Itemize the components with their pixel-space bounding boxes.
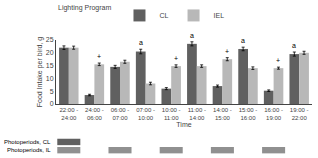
svg-text:+: + bbox=[97, 53, 101, 60]
svg-text:Photoperiods, IL: Photoperiods, IL bbox=[7, 147, 51, 153]
svg-text:06:00 -07:00: 06:00 -07:00 bbox=[111, 107, 130, 121]
svg-text:+: + bbox=[174, 55, 178, 62]
svg-text:Photoperiods, CL: Photoperiods, CL bbox=[4, 139, 51, 145]
svg-text:14:00 -15:00: 14:00 -15:00 bbox=[213, 107, 232, 121]
svg-text:11:00 -14:00: 11:00 -14:00 bbox=[188, 107, 206, 121]
svg-text:07:00 -10:00: 07:00 -10:00 bbox=[136, 107, 155, 121]
svg-text:10:00 -11:00: 10:00 -11:00 bbox=[162, 107, 181, 121]
svg-text:Lighting Program: Lighting Program bbox=[58, 4, 111, 12]
svg-text:0: 0 bbox=[50, 100, 54, 107]
svg-text:15:00 -16:00: 15:00 -16:00 bbox=[239, 107, 258, 121]
svg-text:22:00 -24:00: 22:00 -24:00 bbox=[59, 107, 78, 121]
svg-text:a: a bbox=[190, 32, 194, 39]
svg-text:20: 20 bbox=[46, 49, 54, 56]
svg-text:25: 25 bbox=[46, 36, 54, 43]
svg-text:Time: Time bbox=[176, 121, 191, 128]
svg-text:a: a bbox=[292, 42, 296, 49]
svg-text:Food Intake per bird, g: Food Intake per bird, g bbox=[36, 37, 44, 108]
svg-text:+: + bbox=[225, 48, 229, 55]
svg-text:19:00 -22:00: 19:00 -22:00 bbox=[290, 107, 309, 121]
svg-text:15: 15 bbox=[46, 62, 54, 69]
svg-text:CL: CL bbox=[159, 12, 168, 19]
svg-text:+: + bbox=[276, 57, 280, 64]
svg-text:16:00 -19:00: 16:00 -19:00 bbox=[264, 107, 283, 121]
svg-text:5: 5 bbox=[50, 88, 54, 95]
svg-text:a: a bbox=[241, 37, 245, 44]
svg-text:10: 10 bbox=[46, 75, 54, 82]
svg-text:24:00 -06:00: 24:00 -06:00 bbox=[85, 107, 104, 121]
svg-text:IEL: IEL bbox=[214, 12, 225, 19]
svg-text:a: a bbox=[139, 39, 143, 46]
